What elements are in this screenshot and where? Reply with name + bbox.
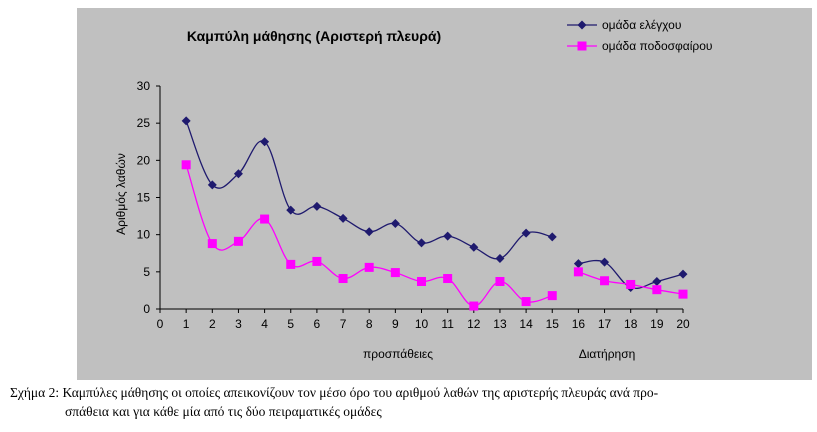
y-tick-label: 15	[137, 191, 151, 205]
series-football-point	[678, 289, 688, 299]
series-football-point	[417, 276, 426, 286]
series-football-point	[652, 285, 662, 295]
series-control-point	[469, 242, 479, 252]
x-tick-label: 9	[392, 317, 399, 331]
legend-football-marker	[577, 41, 587, 51]
series-football-point	[233, 236, 243, 246]
x-tick-label: 3	[235, 317, 242, 331]
series-control-point	[260, 137, 270, 147]
y-tick-label: 20	[137, 153, 151, 167]
series-control-point	[181, 116, 191, 126]
series-control-point	[495, 253, 505, 263]
x-tick-label: 15	[546, 317, 560, 331]
x-tick-label: 14	[519, 317, 533, 331]
series-football-point	[547, 291, 557, 301]
x-tick-label: 12	[467, 317, 481, 331]
x-tick-label: 1	[183, 317, 190, 331]
y-tick-label: 10	[137, 228, 151, 242]
series-control-point	[286, 205, 296, 215]
series-control-point	[521, 228, 531, 238]
x-tick-label: 19	[650, 317, 664, 331]
series-football-point	[573, 267, 583, 277]
series-football-point	[312, 256, 322, 266]
y-axis-label: Αριθμός λαθών	[114, 153, 128, 235]
figure-caption: Σχήμα 2: Καμπύλες μάθησης οι οποίες απει…	[10, 383, 810, 421]
series-control-point	[338, 213, 348, 223]
series-football-point	[600, 276, 610, 286]
y-tick-label: 0	[143, 302, 150, 316]
series-football-point	[390, 268, 400, 278]
series-control-point	[207, 180, 217, 190]
x-tick-label: 18	[624, 317, 638, 331]
series-football-point	[626, 279, 636, 289]
caption-label: Σχήμα 2:	[10, 385, 60, 400]
series-football-point	[495, 276, 505, 286]
series-control-point	[600, 257, 610, 267]
series-football-point	[443, 274, 453, 284]
x-tick-label: 16	[572, 317, 586, 331]
x-tick-label: 17	[598, 317, 612, 331]
series-football-point	[207, 239, 217, 249]
chart-figure: Καμπύλη μάθησης (Αριστερή πλευρά) 0 5 10 15…	[77, 8, 812, 380]
series-control-point	[573, 259, 583, 269]
series-control-point	[547, 232, 557, 242]
x-tick-label: 11	[441, 317, 454, 331]
x-tick-label: 4	[261, 317, 268, 331]
x-axis-label-retention: Διατήρηση	[579, 347, 636, 361]
y-tick-label: 30	[137, 79, 151, 93]
x-tick-label: 10	[415, 317, 429, 331]
series-football-point	[338, 274, 348, 284]
x-tick-label: 8	[366, 317, 373, 331]
caption-line-1: Καμπύλες μάθησης οι οποίες απεικονίζουν …	[62, 385, 659, 400]
legend-control-marker	[577, 20, 587, 30]
series-football-point	[260, 214, 270, 224]
series-football-point	[286, 259, 296, 269]
x-tick-label: 20	[676, 317, 690, 331]
x-axis-label: προσπάθειες	[363, 347, 433, 361]
x-tick-label: 13	[493, 317, 507, 331]
caption-line-2: σπάθεια και για κάθε μία από τις δύο πει…	[65, 404, 382, 419]
x-tick-label: 0	[157, 317, 164, 331]
x-tick-label: 7	[340, 317, 347, 331]
series-control-point	[233, 169, 243, 179]
legend-football-label: ομάδα ποδοσφαίρου	[602, 39, 712, 53]
series-control-point	[390, 219, 400, 229]
series-football-point	[521, 297, 531, 307]
series-control-point	[417, 238, 426, 248]
series-football-point	[181, 160, 191, 170]
series-control-point	[443, 231, 453, 241]
x-tick-label: 2	[209, 317, 216, 331]
y-tick-label: 5	[143, 265, 150, 279]
series-control-point	[652, 276, 662, 286]
series-football-point	[364, 262, 374, 272]
y-tick-label: 25	[137, 116, 151, 130]
learning-curve-chart: Καμπύλη μάθησης (Αριστερή πλευρά) 051015…	[114, 18, 712, 361]
series-control-point	[364, 227, 374, 237]
series-control-point	[312, 201, 322, 211]
series-football-point	[469, 301, 479, 311]
series-control-point	[678, 269, 688, 279]
x-tick-label: 6	[314, 317, 321, 331]
chart-title: Καμπύλη μάθησης (Αριστερή πλευρά)	[187, 28, 441, 44]
legend-control-label: ομάδα ελέγχου	[602, 18, 681, 32]
x-tick-label: 5	[287, 317, 294, 331]
